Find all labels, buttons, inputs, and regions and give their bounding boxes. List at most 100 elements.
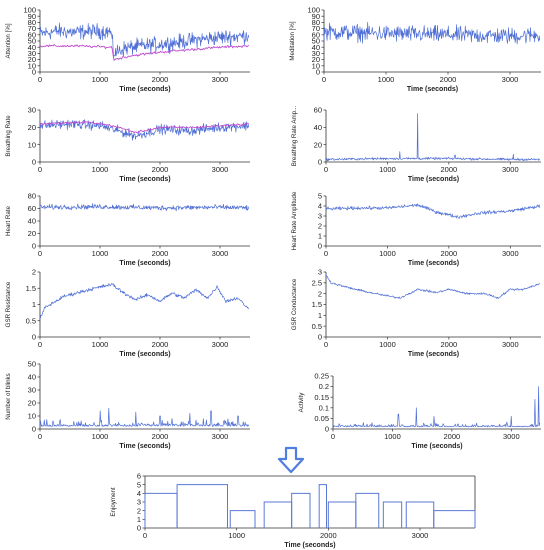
- y-tick-label: 0.1: [319, 403, 329, 412]
- y-tick-label: 1: [137, 515, 141, 524]
- x-tick-label: 1000: [92, 340, 109, 349]
- x-tick-label: 3000: [212, 249, 229, 258]
- y-tick-label: 20: [28, 399, 36, 408]
- y-tick-label: 80: [28, 192, 36, 201]
- x-tick-label: 0: [38, 249, 42, 258]
- y-tick-label: 50: [312, 37, 320, 46]
- x-tick-label: 2000: [152, 165, 169, 174]
- y-tick-label: 40: [28, 217, 36, 226]
- series-line-0: [39, 119, 250, 141]
- series-line-0: [323, 21, 541, 45]
- y-axis-label: Attention [%]: [5, 23, 12, 58]
- y-axis-label: Meditation [%]: [289, 21, 296, 60]
- x-tick-label: 0: [331, 432, 335, 441]
- x-tick-label: 1000: [384, 432, 401, 441]
- y-tick-label: 10: [312, 61, 320, 70]
- x-axis-label: Time (seconds): [411, 443, 462, 450]
- y-tick-label: 1: [32, 300, 36, 309]
- y-tick-label: 1.5: [312, 300, 322, 309]
- x-tick-label: 2000: [152, 75, 169, 84]
- y-tick-label: 0: [32, 68, 36, 77]
- enjoyment-segment: [433, 510, 476, 528]
- y-tick-label: 0: [325, 425, 329, 434]
- series-line-0: [325, 203, 541, 219]
- y-axis-label: Activity: [298, 392, 305, 413]
- y-tick-label: 2: [318, 222, 322, 231]
- x-axis-label: Time (seconds): [119, 260, 170, 267]
- x-tick-label: 1000: [92, 75, 109, 84]
- series-line-0: [39, 203, 250, 212]
- x-tick-label: 0: [324, 340, 328, 349]
- y-tick-label: 70: [312, 24, 320, 33]
- y-tick-label: 6: [137, 472, 141, 481]
- y-tick-label: 0.2: [319, 382, 329, 391]
- y-tick-label: 80: [28, 18, 36, 27]
- x-tick-label: 3000: [212, 75, 229, 84]
- y-tick-label: 20: [312, 55, 320, 64]
- x-axis-label: Time (seconds): [408, 176, 459, 183]
- enjoyment-segment: [176, 484, 228, 528]
- y-tick-label: 80: [312, 18, 320, 27]
- x-tick-label: 2000: [440, 75, 457, 84]
- x-tick-label: 3000: [212, 340, 229, 349]
- y-tick-label: 0.05: [314, 414, 329, 423]
- x-tick-label: 3000: [502, 340, 519, 349]
- y-tick-label: 1: [318, 311, 322, 320]
- y-tick-label: 0.5: [312, 322, 322, 331]
- y-axis-label: Breathing Rate Amp...: [291, 105, 298, 166]
- y-tick-label: 4: [137, 489, 141, 498]
- series-line-0: [332, 386, 541, 428]
- x-tick-label: 3000: [412, 531, 429, 540]
- y-tick-label: 0: [32, 158, 36, 167]
- y-tick-label: 40: [312, 43, 320, 52]
- x-axis-label: Time (seconds): [408, 351, 459, 358]
- enjoyment-segment: [327, 501, 357, 528]
- y-tick-label: 1.5: [26, 284, 36, 293]
- y-tick-label: 2.5: [312, 278, 322, 287]
- x-tick-label: 0: [38, 165, 42, 174]
- y-tick-label: 0.15: [314, 393, 329, 402]
- x-tick-label: 0: [324, 249, 328, 258]
- x-tick-label: 1000: [92, 432, 109, 441]
- series-line-0: [325, 273, 541, 300]
- chart-breathing-rate: 0 1000 2000 3000 0 10 20 30 Time (seconds) Breath…: [5, 106, 250, 183]
- y-axis-label: GSR Conductance: [291, 278, 298, 330]
- x-tick-label: 1000: [228, 531, 245, 540]
- y-tick-label: 100: [307, 6, 320, 15]
- x-tick-label: 0: [38, 432, 42, 441]
- y-tick-label: 4: [318, 202, 322, 211]
- y-tick-label: 2: [318, 289, 322, 298]
- enjoyment-segment: [382, 501, 403, 528]
- x-tick-label: 3000: [212, 165, 229, 174]
- enjoyment-segment: [229, 510, 256, 528]
- enjoyment-segment: [263, 501, 293, 528]
- x-tick-label: 3000: [502, 165, 519, 174]
- y-axis-label: GSR Resistance: [5, 281, 12, 327]
- y-axis-label: Breathing Rate: [5, 115, 12, 157]
- y-tick-label: 60: [314, 106, 322, 115]
- y-tick-label: 0: [32, 242, 36, 251]
- x-axis-label: Time (seconds): [119, 86, 170, 93]
- y-tick-label: 20: [28, 55, 36, 64]
- y-tick-label: 70: [28, 24, 36, 33]
- x-tick-label: 0: [324, 165, 328, 174]
- y-tick-label: 20: [28, 229, 36, 238]
- x-tick-label: 0: [322, 75, 326, 84]
- y-tick-label: 10: [28, 61, 36, 70]
- y-tick-label: 50: [28, 360, 36, 369]
- x-tick-label: 1000: [379, 340, 396, 349]
- down-arrow-icon: [277, 446, 305, 474]
- y-tick-label: 100: [23, 6, 36, 15]
- y-tick-label: 30: [28, 49, 36, 58]
- x-axis-label: Time (seconds): [284, 542, 335, 549]
- x-tick-label: 3000: [502, 249, 519, 258]
- x-axis-label: Time (seconds): [119, 443, 170, 450]
- y-tick-label: 40: [28, 373, 36, 382]
- x-tick-label: 1000: [92, 165, 109, 174]
- x-tick-label: 1000: [378, 75, 395, 84]
- y-tick-label: 5: [137, 480, 141, 489]
- x-tick-label: 0: [38, 75, 42, 84]
